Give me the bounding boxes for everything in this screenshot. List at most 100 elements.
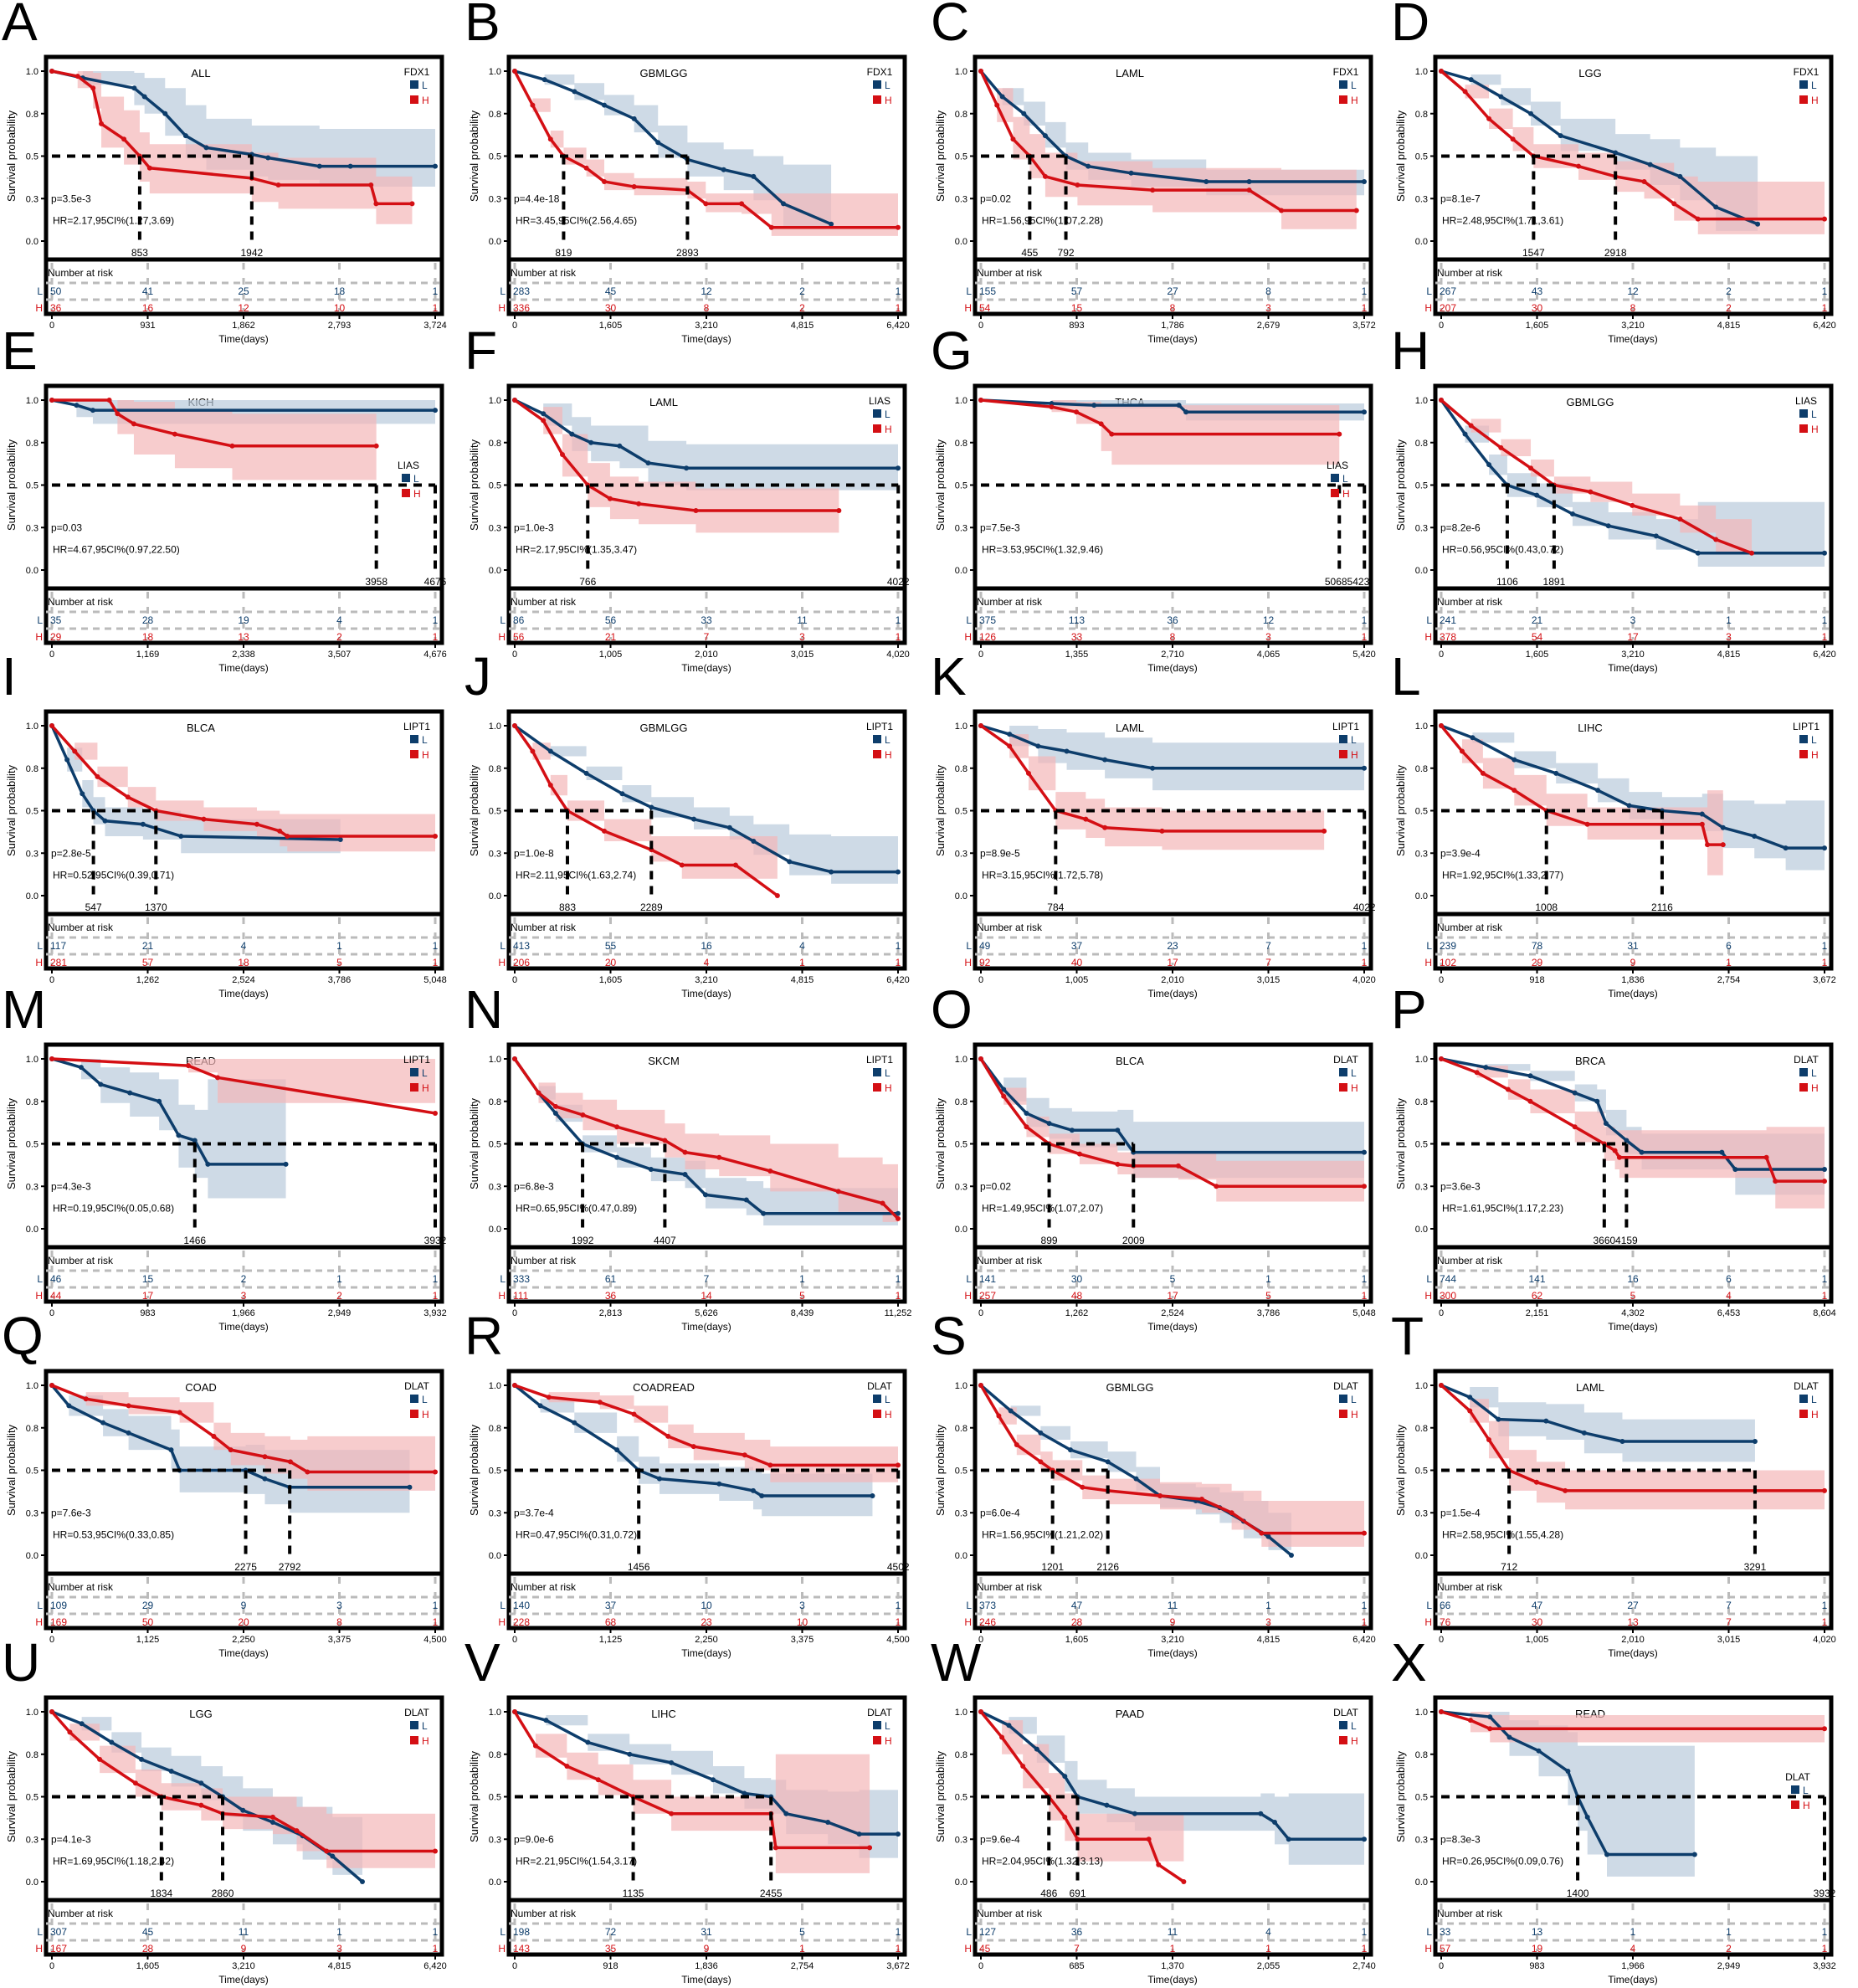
survival-curve-h <box>51 69 413 206</box>
x-tick-label: 0 <box>512 975 517 985</box>
censor-mark-h <box>978 398 983 403</box>
censor-mark-h <box>1156 1862 1162 1867</box>
legend-label-high: H <box>885 95 892 106</box>
risk-count-low: 45 <box>605 285 617 297</box>
legend-swatch-high <box>873 424 881 433</box>
risk-count-low: 1 <box>1726 1926 1732 1938</box>
risk-count-high: 257 <box>979 1290 996 1302</box>
censor-mark-h <box>1246 187 1252 193</box>
risk-count-high: 1 <box>799 1943 805 1955</box>
risk-table-title: Number at risk <box>977 267 1043 279</box>
x-tick-label: 0 <box>49 1961 54 1971</box>
p-value: p=6.8e-3 <box>514 1180 554 1192</box>
y-tick-label: 0.5 <box>1415 807 1428 817</box>
risk-count-high: 2 <box>336 1290 342 1302</box>
censor-mark-l <box>1822 550 1827 556</box>
risk-count-low: 47 <box>1071 1600 1083 1611</box>
censor-mark-h <box>1467 1408 1473 1414</box>
censor-mark-h <box>177 1410 182 1415</box>
censor-mark-h <box>172 431 177 437</box>
risk-count-high: 8 <box>1630 302 1636 314</box>
censor-mark-h <box>1505 1086 1511 1092</box>
survival-curve-h <box>51 1057 436 1115</box>
censor-mark-l <box>543 1718 549 1723</box>
y-tick-label: 0.3 <box>1415 194 1428 204</box>
risk-row-label-high: H <box>1424 957 1432 968</box>
legend-swatch-low <box>410 735 418 743</box>
censor-mark-h <box>547 136 553 142</box>
risk-count-high: 7 <box>1726 1616 1732 1628</box>
risk-count-high: 17 <box>142 1290 154 1302</box>
legend-label-low: L <box>1811 1394 1817 1405</box>
censor-mark-h <box>631 184 637 190</box>
risk-count-high: 1 <box>896 302 901 314</box>
median-label: 2455 <box>760 1888 783 1899</box>
legend-title: DLAT <box>1333 1380 1358 1392</box>
censor-mark-l <box>1783 845 1789 851</box>
risk-count-low: 4 <box>799 940 805 952</box>
legend-swatch-low <box>1799 409 1808 418</box>
x-tick-label: 4,020 <box>1352 975 1376 985</box>
p-value: p=3.5e-3 <box>51 193 91 204</box>
risk-count-high: 62 <box>1532 1290 1543 1302</box>
ci-band-h <box>52 1712 435 1868</box>
risk-count-high: 9 <box>704 1943 710 1955</box>
risk-count-low: 11 <box>1168 1926 1178 1938</box>
censor-mark-l <box>1006 1723 1012 1729</box>
x-tick-label: 983 <box>140 1308 155 1318</box>
x-tick-label: 1,605 <box>1065 1635 1089 1645</box>
legend-label-high: H <box>1351 95 1358 106</box>
survival-curve-l <box>980 398 1364 414</box>
censor-mark-h <box>896 1215 901 1221</box>
censor-mark-h <box>602 178 608 184</box>
median-label: 1456 <box>628 1561 650 1573</box>
censor-mark-l <box>1008 1408 1014 1414</box>
censor-mark-h <box>1214 1184 1219 1189</box>
censor-mark-h <box>703 201 709 207</box>
median-label: 2116 <box>1651 902 1673 913</box>
censor-mark-h <box>1705 842 1711 848</box>
censor-mark-l <box>1007 732 1013 737</box>
risk-count-low: 43 <box>1532 285 1543 297</box>
censor-mark-l <box>743 1197 749 1203</box>
x-tick-label: 3,932 <box>423 1308 447 1318</box>
censor-mark-l <box>1021 110 1027 116</box>
risk-count-low: 50 <box>50 285 62 297</box>
censor-mark-h <box>1020 1763 1026 1769</box>
censor-mark-h <box>106 398 112 403</box>
censor-mark-h <box>1075 182 1080 188</box>
censor-mark-l <box>126 1430 131 1436</box>
y-tick-label: 1.0 <box>489 67 501 77</box>
x-tick-label: 2,740 <box>1352 1961 1376 1971</box>
censor-mark-l <box>1713 204 1719 210</box>
legend-title: DLAT <box>1333 1054 1358 1066</box>
y-tick-label: 0.5 <box>489 807 501 817</box>
y-tick-label: 1.0 <box>955 722 967 732</box>
censor-mark-h <box>978 723 983 728</box>
risk-row-label-high: H <box>35 1943 43 1955</box>
risk-table-title: Number at risk <box>977 596 1043 608</box>
risk-count-low: 61 <box>605 1273 617 1285</box>
plot-title: LAML <box>1576 1381 1604 1394</box>
censor-mark-h <box>774 893 780 898</box>
plot-title: LAML <box>649 396 678 408</box>
median-label: 3932 <box>1814 1888 1836 1899</box>
censor-mark-h <box>1075 1836 1080 1842</box>
censor-mark-l <box>1104 1802 1110 1808</box>
censor-mark-l <box>787 859 793 865</box>
risk-count-high: 17 <box>1167 1290 1178 1302</box>
median-label: 4676 <box>424 576 447 588</box>
censor-mark-l <box>1034 1746 1039 1752</box>
survival-curve-h <box>50 724 435 838</box>
y-axis-label: Survival probability <box>5 1424 18 1516</box>
x-tick-label: 1,966 <box>1621 1961 1645 1971</box>
legend-label-high: H <box>1811 424 1819 435</box>
legend-swatch-low <box>1799 735 1808 743</box>
legend-label-low: L <box>1351 80 1357 91</box>
risk-count-low: 31 <box>1627 940 1639 952</box>
y-tick-label: 0.3 <box>489 849 501 859</box>
censor-mark-h <box>636 501 642 506</box>
y-tick-label: 1.0 <box>26 67 38 77</box>
x-tick-label: 1,370 <box>1161 1961 1184 1971</box>
